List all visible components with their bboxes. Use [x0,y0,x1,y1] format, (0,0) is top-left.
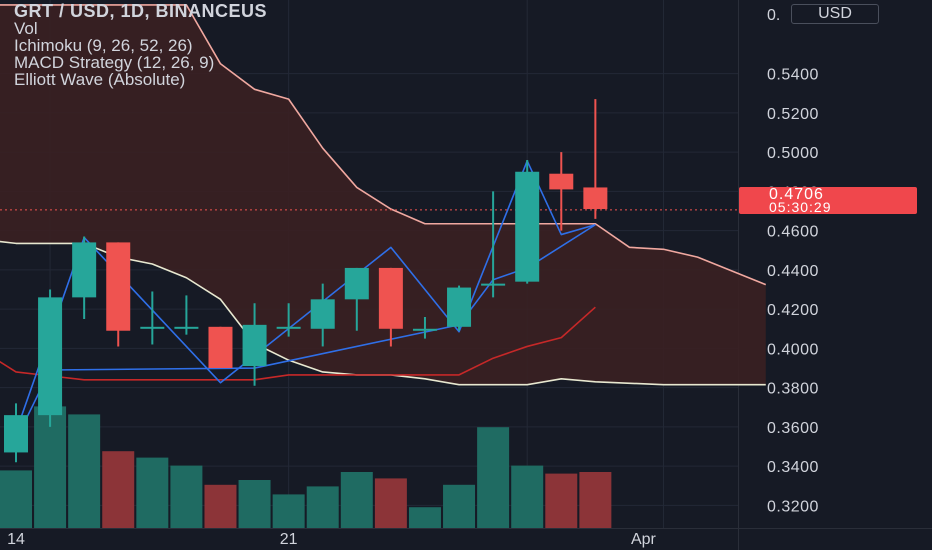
volume-bar [477,427,510,528]
candle-body [72,242,97,298]
volume-bar [0,470,32,528]
candle-body [174,326,199,329]
candle-body [242,324,267,367]
candle [515,159,540,284]
volume-bar [545,473,578,528]
candle [378,267,403,347]
volume-bar [238,480,271,528]
legend-vol[interactable]: Vol [14,19,38,38]
candle [344,267,369,331]
bar-countdown-label: 05:30:29 [769,199,832,215]
chart-legend: GRT / USD, 1D, BINANCEUS Vol Ichimoku (9… [14,1,268,89]
candle [208,326,233,369]
candle [549,152,574,231]
volume-bar [579,472,612,528]
time-axis-label: 14 [7,531,25,548]
legend-elliott[interactable]: Elliott Wave (Absolute) [14,70,186,89]
price-axis-label: 0.3400 [767,459,819,476]
time-axis-label: 21 [280,531,298,548]
candle [106,242,131,347]
price-axis-label-top: 0. [767,7,780,24]
candle-body [344,267,369,300]
candle [174,295,199,335]
candle-body [583,187,608,210]
candle-body [140,326,165,329]
volume-bar [306,486,339,528]
volume-bar [68,414,101,528]
time-axis-label: Apr [631,531,657,548]
volume-bar [170,465,203,528]
last-price-tag: 0.4706 05:30:29 [739,187,917,214]
volume-bar [374,478,407,528]
candle [310,283,335,347]
candle-body [106,242,131,331]
candle [72,236,97,319]
candle-body [378,267,403,329]
candle-body [4,415,28,453]
price-axis-label: 0.5000 [767,145,819,162]
candle [242,303,267,386]
volume-bar [272,494,305,528]
volume-bar [408,507,441,528]
volume-bar [511,465,544,528]
legend-macd[interactable]: MACD Strategy (12, 26, 9) [14,53,215,72]
volume-bar [204,484,237,528]
candle [481,191,506,298]
price-axis-label: 0.4000 [767,341,819,358]
ichimoku-upper-line [0,4,767,286]
volume-bar [136,457,169,528]
price-axis-label: 0.4400 [767,263,819,280]
candle [583,99,608,219]
candle-body [208,326,233,369]
cloud-area [0,4,766,385]
candle [447,285,472,331]
price-axis-label: 0.3600 [767,420,819,437]
symbol-title[interactable]: GRT / USD, 1D, BINANCEUS [14,1,268,21]
candle-body [310,299,335,329]
currency-button[interactable]: USD [791,4,879,24]
candle-body [447,287,472,327]
candle [4,403,28,463]
candle-body [515,171,540,282]
candle [38,289,63,427]
volume-bars [0,406,612,528]
time-axis[interactable]: 14 21 Apr [7,531,656,548]
candle [140,291,165,345]
candle-body [481,283,506,286]
price-axis-label: 0.4600 [767,224,819,241]
candlesticks [4,99,608,463]
volume-bar [443,484,476,528]
price-axis-label: 0.3800 [767,381,819,398]
price-axis-label: 0.4200 [767,302,819,319]
volume-bar [102,451,135,528]
price-axis[interactable]: 0.0.54000.52000.50000.48000.46000.44000.… [767,7,819,515]
candle [276,303,301,337]
volume-bar [340,472,373,528]
price-axis-label: 0.5400 [767,67,819,84]
candle-body [38,297,63,416]
ichimoku-cloud [0,4,766,385]
legend-ichimoku[interactable]: Ichimoku (9, 26, 52, 26) [14,36,193,55]
price-axis-label: 0.5200 [767,106,819,123]
candle-body [276,326,301,329]
candle-body [412,328,437,331]
last-price-label: 0.4706 [769,186,824,203]
candle [412,316,437,339]
price-axis-label: 0.3200 [767,498,819,515]
candle-body [549,173,574,190]
